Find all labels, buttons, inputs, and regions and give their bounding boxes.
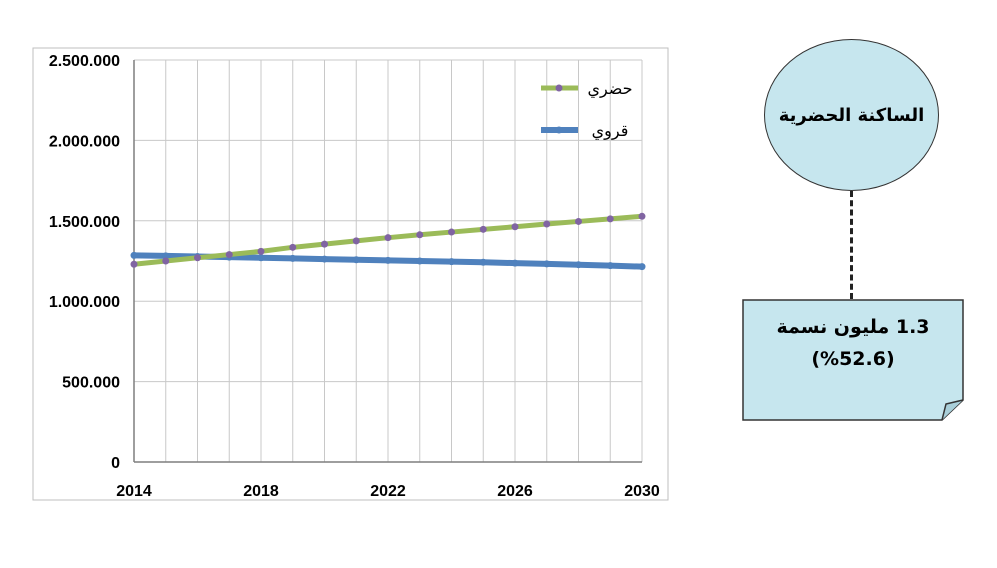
note-box: 1.3 مليون نسمة (%52.6) [742, 299, 964, 421]
data-point [606, 262, 614, 270]
legend-marker-1 [555, 126, 563, 134]
data-point [543, 260, 551, 268]
data-point [448, 228, 455, 236]
data-point [479, 258, 487, 266]
data-point [575, 217, 582, 225]
y-tick-label: 1.000.000 [49, 294, 120, 311]
data-point [448, 258, 455, 266]
data-point [352, 237, 360, 245]
y-tick-label: 2.500.000 [49, 53, 120, 70]
data-point [606, 215, 614, 223]
note-line-value: 1.3 مليون نسمة [776, 316, 930, 338]
note-text: 1.3 مليون نسمة (%52.6) [742, 311, 964, 375]
data-point [289, 243, 297, 251]
chart-svg: 0 500.000 1.000.000 1.500.000 2.000.000 2.500… [32, 47, 669, 501]
data-point [416, 257, 424, 265]
legend-label-0: حضري [587, 79, 632, 99]
axes: 0 500.000 1.000.000 1.500.000 2.000.000 2.500… [49, 53, 660, 500]
data-point [225, 251, 233, 259]
data-point [162, 252, 170, 260]
data-point [638, 263, 646, 271]
y-tick-label: 1.500.000 [49, 214, 120, 231]
note-line-percent: (%52.6) [811, 348, 895, 370]
data-point [257, 254, 265, 262]
data-point [352, 256, 360, 264]
x-tick-label: 2014 [116, 483, 152, 500]
legend-label-1: قروي [592, 121, 629, 141]
series-lines [130, 212, 646, 271]
data-point [543, 220, 551, 228]
legend: حضري قروي [541, 79, 633, 141]
x-tick-label: 2022 [370, 483, 406, 500]
urban-population-circle: الساكنة الحضرية [764, 39, 939, 191]
data-point [130, 260, 138, 268]
data-point [257, 247, 265, 255]
x-tick-label: 2018 [243, 483, 279, 500]
data-point [162, 257, 170, 265]
data-point [384, 234, 392, 242]
y-tick-label: 500.000 [62, 375, 120, 392]
data-point [384, 256, 392, 264]
data-point [575, 261, 582, 269]
circle-label: الساكنة الحضرية [778, 104, 925, 126]
data-point [321, 255, 328, 263]
y-tick-label: 0 [111, 455, 120, 472]
x-tick-label: 2026 [497, 483, 533, 500]
note-shape [742, 299, 964, 421]
chart-frame [32, 47, 669, 501]
data-point [638, 212, 646, 220]
legend-marker-0 [555, 84, 563, 92]
y-tick-label: 2.000.000 [49, 133, 120, 150]
data-point [416, 231, 424, 239]
data-point [194, 254, 201, 262]
data-point [130, 251, 138, 259]
data-point [511, 259, 519, 267]
x-tick-label: 2030 [624, 483, 660, 500]
population-chart: 0 500.000 1.000.000 1.500.000 2.000.000 2.500… [32, 47, 669, 501]
dashed-connector [850, 191, 853, 299]
data-point [289, 254, 297, 262]
data-point [321, 240, 328, 248]
data-point [511, 223, 519, 231]
data-point [479, 225, 487, 233]
